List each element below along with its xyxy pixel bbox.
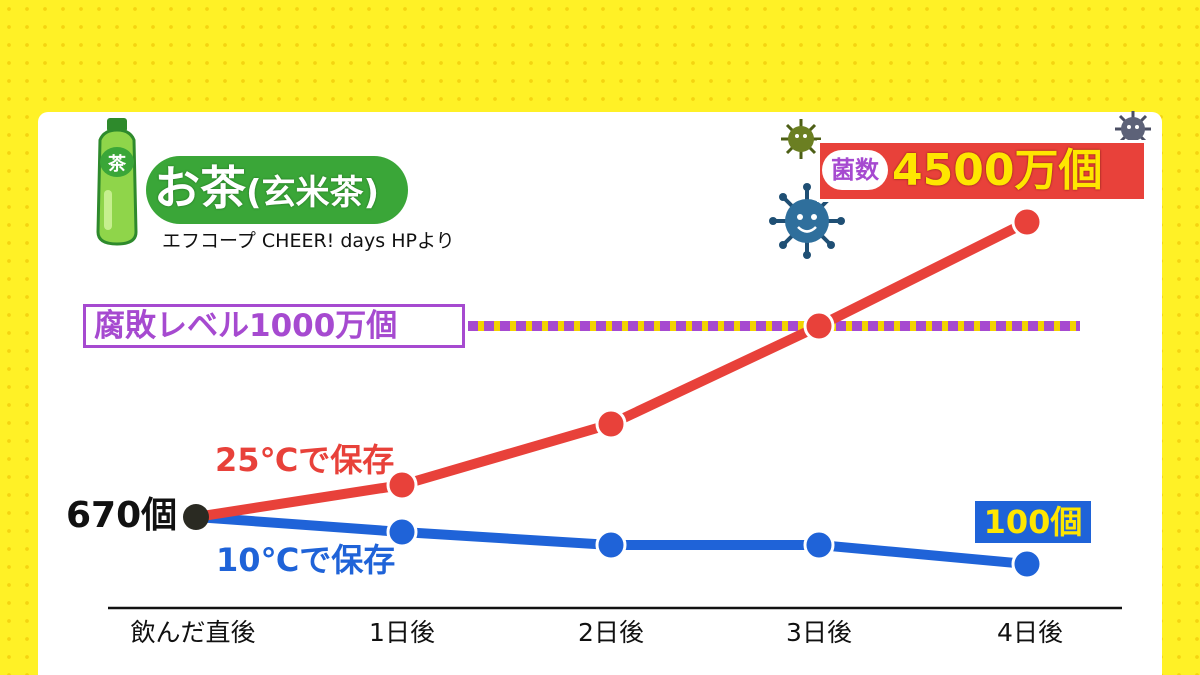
title-main: お茶 — [154, 161, 246, 215]
title-pill — [146, 156, 408, 224]
germ-icon — [781, 119, 821, 159]
germ-icon — [1115, 111, 1151, 147]
series-10c-point — [1011, 548, 1043, 580]
start-count-label: 670個 — [66, 495, 178, 536]
series-25c-point — [595, 408, 627, 440]
chart-title: お茶(玄米茶) — [154, 160, 379, 221]
series-layer — [195, 206, 1043, 580]
green-tea-bottle-icon: 茶 — [96, 118, 138, 246]
source-note: エフコープ CHEER! days HPより — [162, 230, 455, 252]
title-subtitle: (玄米茶) — [246, 173, 380, 213]
max-count-tag: 菌数 — [822, 150, 888, 190]
x-tick-label: 飲んだ直後 — [130, 618, 256, 647]
threshold-label: 腐敗レベル1000万個 — [83, 304, 465, 348]
series-10c-point — [595, 529, 627, 561]
series-25c-point — [386, 469, 418, 501]
germ-icon — [769, 183, 845, 259]
series-10c-point — [803, 529, 835, 561]
series-25c-point — [803, 310, 835, 342]
x-tick-label: 4日後 — [997, 618, 1063, 647]
x-tick-label: 2日後 — [578, 618, 644, 647]
max-count-value: 4500万個 — [892, 145, 1103, 196]
x-tick-label: 1日後 — [369, 618, 435, 647]
series-25c-point — [1011, 206, 1043, 238]
end-count-label: 100個 — [975, 501, 1091, 543]
series-10c-point — [386, 516, 418, 548]
series-label-10c: 10℃で保存 — [216, 541, 396, 579]
start-point — [183, 504, 209, 530]
svg-text:茶: 茶 — [108, 153, 127, 175]
x-tick-label: 3日後 — [786, 618, 852, 647]
series-label-25c: 25℃で保存 — [215, 441, 395, 479]
